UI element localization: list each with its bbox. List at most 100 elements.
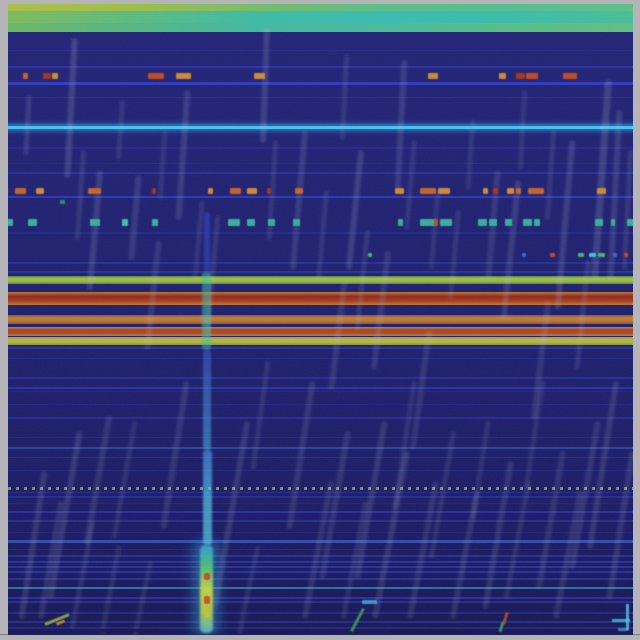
signal-dash [148,73,164,79]
signal-dash [499,73,506,79]
burst-hot-spot [204,596,210,604]
signal-dash [230,188,241,194]
signal-dash [528,188,544,194]
signal-hline [0,404,640,405]
signal-hline [0,621,640,623]
signal-dash [489,219,497,226]
signal-dash [624,253,628,257]
spectrogram-mark [100,629,160,632]
spectrogram-mark [618,628,628,631]
rain-streak [192,199,205,281]
signal-hline [0,130,640,131]
rain-streak [289,130,309,270]
signal-hline [0,163,640,164]
signal-dash [534,219,540,226]
rain-streak [128,174,142,261]
signal-hline [0,601,640,603]
window-frame-top [0,0,640,4]
signal-dash [516,73,525,79]
signal-dash [268,219,275,226]
signal-hline [0,447,640,449]
signal-hline [0,377,640,379]
signal-dash [597,188,606,194]
signal-hline [0,597,640,599]
signal-dash [563,73,577,79]
spectrogram-mark [250,632,290,634]
signal-dash [15,188,26,194]
signal-dash [247,188,257,194]
signal-hline [0,511,640,513]
rain-streak [157,129,168,201]
spectrogram-mark [390,630,470,633]
signal-hline [0,147,640,149]
signal-dash [267,188,271,194]
signal-hline [0,50,640,51]
signal-dash [295,188,303,194]
signal-dash [516,188,521,194]
signal-dash [611,219,615,226]
signal-dash [152,188,156,194]
burst-hot-spot [205,612,210,617]
signal-dash [176,73,191,79]
spectrogram-mark [60,200,65,204]
signal-dash [522,253,526,257]
signal-dash [152,219,158,226]
signal-dash [90,219,100,226]
rain-streak [370,250,392,370]
signal-dash [505,219,512,226]
signal-dash [438,188,450,194]
rain-streak [554,140,576,310]
signal-hline [0,97,640,98]
signal-dash [43,73,51,79]
window-frame-left [0,0,8,640]
signal-dash [208,188,213,194]
vertical-burst-segment [203,350,211,450]
spectrogram-mark [362,600,377,604]
rain-streak [345,150,365,270]
signal-dash [428,73,438,79]
signal-dash [598,253,605,257]
signal-dash [483,188,488,194]
signal-dash [228,219,240,226]
signal-dash [254,73,265,79]
signal-dash [398,219,403,226]
vertical-burst-segment [202,272,211,350]
signal-hline [0,126,640,129]
signal-dash [368,253,372,257]
rain-streak [316,189,329,281]
vertical-burst-segment [203,450,212,545]
signal-hline [0,417,640,419]
rain-streak [286,380,316,530]
signal-dash [23,73,28,79]
signal-dash [507,188,514,194]
vertical-burst-segment [204,212,210,272]
signal-hline [0,437,640,438]
burst-hot-spot [204,573,210,580]
signal-dash [493,188,498,194]
rain-streak [544,129,557,221]
rain-streak [394,59,408,191]
rain-streak [428,189,441,271]
top-band-row [0,23,640,32]
rain-streak [64,37,78,179]
signal-dash [247,219,255,226]
signal-dash [36,188,44,194]
rain-streak [621,149,634,271]
window-frame-bottom [0,635,640,640]
burst-blob-core [200,545,213,633]
signal-hline [0,82,640,85]
signal-hline [0,391,640,392]
signal-dash [440,219,452,226]
signal-hline [0,457,640,458]
rain-streak [404,139,417,231]
signal-dash [52,73,58,79]
signal-hline [0,124,640,125]
signal-hline [0,612,640,614]
signal-dash [613,253,617,257]
signal-hline [0,587,640,589]
rain-streak [83,415,113,545]
signal-dash [420,188,436,194]
